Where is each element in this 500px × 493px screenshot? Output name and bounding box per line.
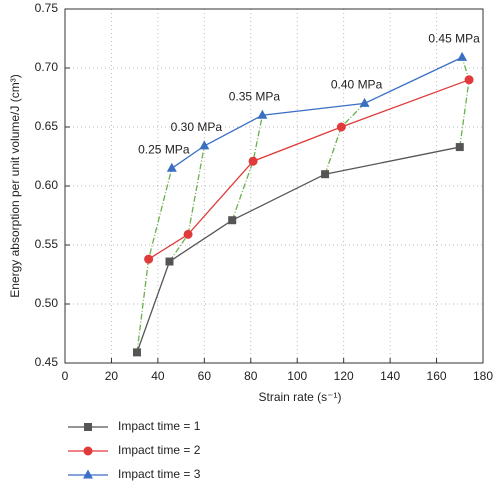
y-tick-label: 0.50	[35, 296, 59, 310]
plot-frame	[64, 8, 484, 364]
data-point	[359, 97, 370, 107]
x-tick-label: 160	[427, 369, 447, 383]
data-point	[257, 109, 268, 119]
legend-label: Impact time = 1	[118, 419, 201, 433]
x-tick-label: 180	[473, 369, 493, 383]
x-tick-label: 100	[287, 369, 307, 383]
y-tick-label: 0.70	[35, 60, 59, 74]
annotation: 0.40 MPa	[331, 78, 383, 92]
pressure-connector	[168, 145, 205, 262]
annotation: 0.25 MPa	[138, 142, 190, 156]
data-point	[199, 140, 210, 150]
x-tick-label: 0	[62, 369, 69, 383]
x-tick-label: 40	[151, 369, 165, 383]
x-tick-label: 60	[198, 369, 212, 383]
data-point	[165, 257, 174, 266]
x-axis-label: Strain rate (s⁻¹)	[258, 390, 341, 404]
data-point	[455, 143, 464, 152]
legend-label: Impact time = 2	[118, 443, 201, 457]
y-tick-label: 0.60	[35, 178, 59, 192]
x-tick-label: 140	[380, 369, 400, 383]
x-tick-label: 120	[334, 369, 354, 383]
y-tick-label: 0.45	[35, 355, 59, 369]
x-tick-label: 80	[244, 369, 258, 383]
legend-marker	[83, 469, 93, 479]
data-point	[183, 229, 193, 239]
data-point	[248, 156, 258, 166]
series-line	[136, 146, 460, 353]
annotation: 0.35 MPa	[229, 89, 281, 103]
legend-marker	[84, 423, 92, 431]
pressure-connector	[324, 102, 366, 175]
data-point	[144, 254, 154, 264]
legend-label: Impact time = 3	[118, 467, 201, 481]
data-point	[228, 216, 237, 225]
pressure-connector	[459, 57, 470, 148]
data-point	[321, 170, 330, 179]
series-line	[171, 56, 463, 169]
annotation: 0.30 MPa	[171, 120, 223, 134]
x-tick-label: 20	[105, 369, 119, 383]
data-point	[166, 162, 177, 172]
data-point	[132, 348, 141, 357]
annotation: 0.45 MPa	[428, 32, 480, 46]
y-tick-label: 0.65	[35, 119, 59, 133]
data-point	[336, 122, 346, 132]
y-axis-label: Energy absorption per unit volume/J (cm³…	[8, 74, 22, 297]
pressure-connector	[231, 115, 264, 221]
legend-marker	[83, 446, 93, 456]
series-line	[148, 79, 470, 260]
data-point	[464, 75, 474, 85]
data-point	[457, 51, 468, 61]
y-tick-label: 0.55	[35, 237, 59, 251]
y-tick-label: 0.75	[35, 1, 59, 15]
